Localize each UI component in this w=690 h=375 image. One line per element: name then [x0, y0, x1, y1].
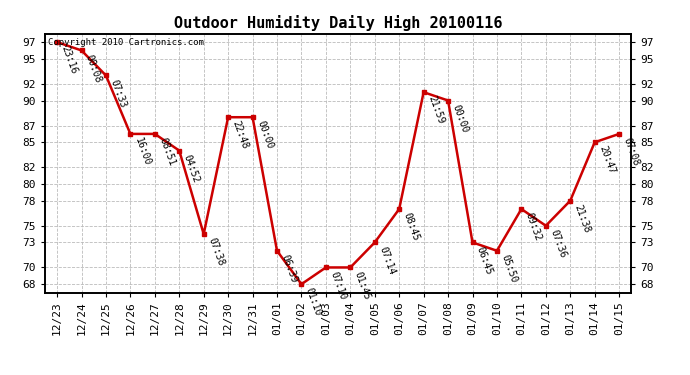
Text: 21:38: 21:38: [573, 203, 592, 234]
Text: 07:10: 07:10: [328, 270, 348, 301]
Text: 01:45: 01:45: [353, 270, 372, 301]
Text: 00:00: 00:00: [451, 103, 470, 134]
Text: 05:50: 05:50: [500, 253, 519, 284]
Text: 23:16: 23:16: [59, 45, 79, 76]
Text: 09:32: 09:32: [524, 211, 543, 243]
Text: 06:45: 06:45: [475, 245, 495, 276]
Text: 08:45: 08:45: [402, 211, 421, 243]
Text: 20:47: 20:47: [597, 145, 617, 176]
Text: 08:51: 08:51: [157, 136, 177, 168]
Text: 07:38: 07:38: [206, 237, 226, 268]
Text: 07:08: 07:08: [622, 136, 641, 168]
Text: 00:00: 00:00: [255, 120, 275, 151]
Text: 21:59: 21:59: [426, 94, 446, 126]
Text: 16:00: 16:00: [133, 136, 152, 168]
Text: 07:33: 07:33: [108, 78, 128, 109]
Text: Copyright 2010 Cartronics.com: Copyright 2010 Cartronics.com: [48, 38, 204, 46]
Text: 04:52: 04:52: [181, 153, 201, 184]
Text: 07:14: 07:14: [377, 245, 397, 276]
Text: 06:39: 06:39: [279, 253, 299, 284]
Text: 22:48: 22:48: [230, 120, 250, 151]
Text: 07:36: 07:36: [549, 228, 568, 259]
Title: Outdoor Humidity Daily High 20100116: Outdoor Humidity Daily High 20100116: [174, 15, 502, 31]
Text: 01:10: 01:10: [304, 286, 324, 318]
Text: 00:08: 00:08: [84, 53, 103, 84]
